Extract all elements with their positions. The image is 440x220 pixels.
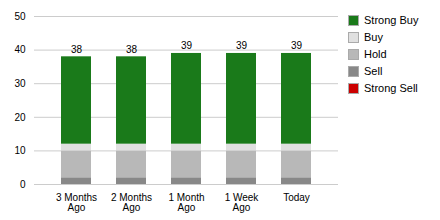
svg-text:Today: Today: [283, 192, 310, 203]
svg-text:50: 50: [14, 11, 26, 22]
svg-text:40: 40: [14, 44, 26, 55]
html-text:Sell: Sell: [364, 65, 383, 77]
svg-text:38: 38: [71, 44, 83, 55]
svg-text:2 MonthsAgo: 2 MonthsAgo: [111, 192, 152, 213]
svg-text:20: 20: [14, 112, 26, 123]
svg-text:30: 30: [14, 78, 26, 89]
svg-text:1 WeekAgo: 1 WeekAgo: [225, 192, 260, 213]
svg-text:39: 39: [181, 40, 193, 51]
svg-text:0: 0: [20, 179, 26, 190]
html-text:Strong Sell: Strong Sell: [364, 82, 418, 94]
svg-text:39: 39: [236, 40, 248, 51]
svg-text:39: 39: [291, 40, 303, 51]
svg-text:1 MonthAgo: 1 MonthAgo: [168, 192, 204, 213]
svg-text:3 MonthsAgo: 3 MonthsAgo: [56, 192, 97, 213]
svg-text:38: 38: [126, 44, 138, 55]
html-text:Strong Buy: Strong Buy: [364, 14, 419, 26]
svg-text:10: 10: [14, 145, 26, 156]
html-text:Buy: Buy: [364, 31, 383, 43]
html-text:Hold: Hold: [364, 48, 387, 60]
